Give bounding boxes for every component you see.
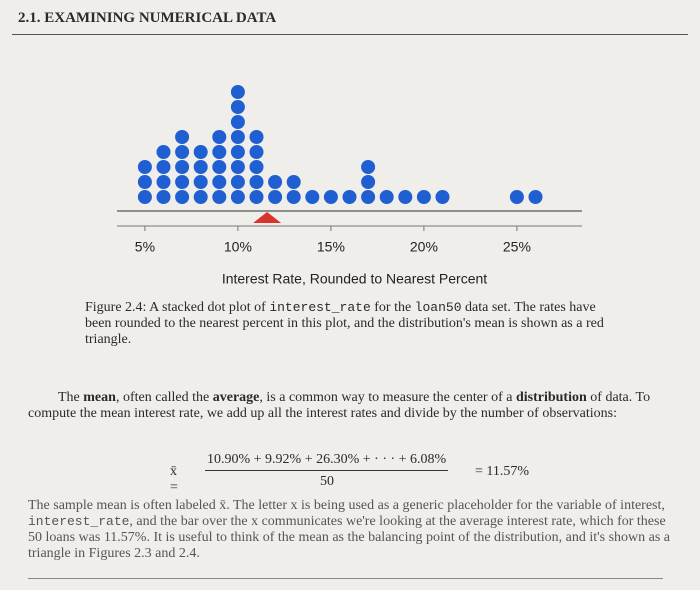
dot	[361, 190, 376, 204]
dot	[509, 190, 524, 204]
dot	[361, 160, 376, 174]
dot	[230, 115, 245, 129]
dot	[268, 175, 283, 189]
dot	[230, 160, 245, 174]
dot	[137, 160, 152, 174]
dot	[230, 175, 245, 189]
dot	[212, 190, 227, 204]
text-run: mean	[83, 390, 116, 405]
dot	[193, 190, 208, 204]
dot	[175, 130, 190, 144]
x-tick-label: 10%	[224, 239, 252, 255]
equation-rhs: = 11.57%	[475, 464, 530, 479]
dot	[528, 190, 543, 204]
text-run: interest_rate	[269, 300, 371, 315]
paragraph: The sample mean is often labeled x̄. The…	[28, 498, 673, 562]
dot	[193, 160, 208, 174]
text-run: The sample mean is often labeled x̄. The…	[28, 498, 665, 513]
text-run: , and the bar over the x communicates we…	[28, 514, 671, 561]
dot	[137, 190, 152, 204]
dot	[212, 130, 227, 144]
text-run: , is a common way to measure the center …	[259, 390, 516, 405]
dot	[175, 145, 190, 159]
dot	[156, 190, 171, 204]
dot	[249, 160, 264, 174]
text-run: data set. The rates have been rounded to…	[85, 300, 604, 347]
text-run: interest_rate	[28, 514, 130, 529]
x-tick-label: 15%	[317, 239, 345, 255]
dot	[212, 145, 227, 159]
dot	[286, 175, 301, 189]
equation-numerator: 10.90% + 9.92% + 26.30% + · · · + 6.08%	[205, 452, 449, 471]
dot	[230, 130, 245, 144]
text-run: , often called the	[115, 390, 213, 405]
dot	[305, 190, 320, 204]
equation-lhs: x̄ =	[170, 464, 178, 495]
x-tick-label: 5%	[135, 239, 155, 255]
dot	[398, 190, 413, 204]
dot	[175, 175, 190, 189]
text-run: average	[212, 390, 260, 405]
dot	[249, 130, 264, 144]
dot	[156, 160, 171, 174]
text-run: Figure 2.4: A stacked dot plot of	[85, 300, 270, 315]
dot	[249, 175, 264, 189]
dot	[137, 175, 152, 189]
x-tick-label: 20%	[410, 239, 438, 255]
dot	[435, 190, 450, 204]
text-run: loan50	[414, 300, 462, 315]
dot	[323, 190, 338, 204]
dot	[416, 190, 431, 204]
mean-triangle	[253, 212, 282, 223]
dot	[156, 175, 171, 189]
bottom-rule	[28, 578, 663, 579]
dot	[342, 190, 357, 204]
dot	[249, 190, 264, 204]
dot	[212, 160, 227, 174]
x-tick-label: 25%	[503, 239, 531, 255]
dot	[230, 100, 245, 114]
dot	[230, 85, 245, 99]
dot	[212, 175, 227, 189]
paragraph: The mean, often called the average, is a…	[28, 390, 673, 422]
caption: Figure 2.4: A stacked dot plot of intere…	[85, 300, 625, 348]
dot	[268, 190, 283, 204]
dot-plot: 5% 10% 15% 20% 25% Interest Rate, Rounded to …	[117, 85, 582, 287]
dot	[175, 190, 190, 204]
dot	[193, 145, 208, 159]
dot	[379, 190, 394, 204]
section-title: 2.1. EXAMINING NUMERICAL DATA	[18, 10, 277, 26]
text-run: for the	[370, 300, 415, 315]
x-axis-label: Interest Rate, Rounded to Nearest Percen…	[222, 271, 487, 287]
equation-denominator: 50	[320, 474, 334, 489]
dot	[193, 175, 208, 189]
dot	[249, 145, 264, 159]
dot	[230, 190, 245, 204]
text-run: distribution	[515, 390, 587, 405]
dot	[286, 190, 301, 204]
header-rule	[12, 34, 688, 35]
dot	[175, 160, 190, 174]
dot	[361, 175, 376, 189]
text-run: The	[58, 390, 84, 405]
dot	[156, 145, 171, 159]
dot	[230, 145, 245, 159]
text-run: of data. To compute the mean interest ra…	[28, 390, 651, 421]
